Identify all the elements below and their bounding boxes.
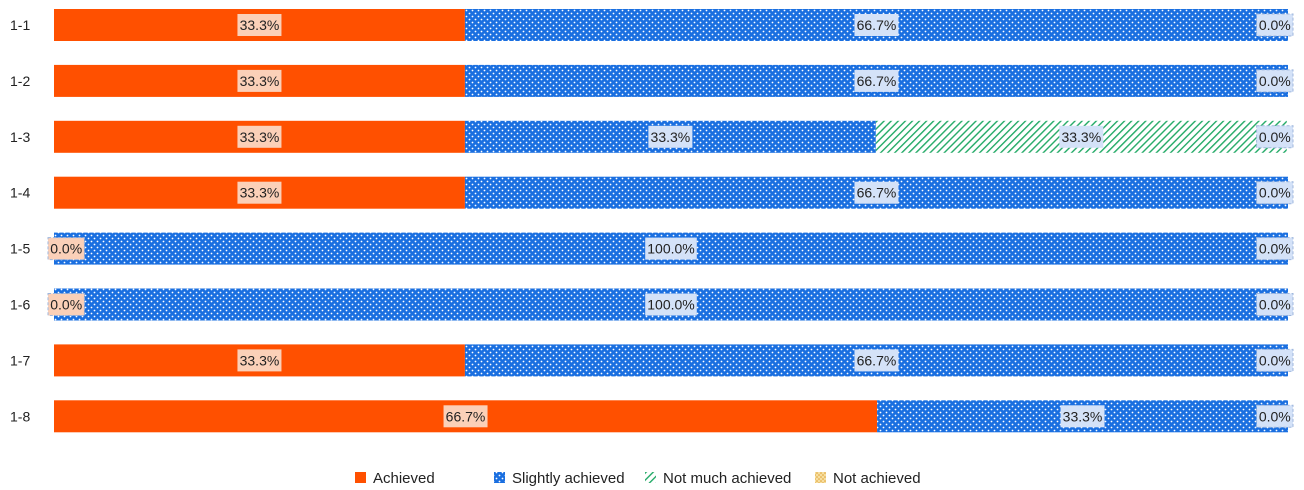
data-label: 66.7% bbox=[857, 352, 897, 368]
category-label: 1-7 bbox=[10, 352, 30, 368]
data-label: 0.0% bbox=[1259, 185, 1291, 201]
data-label-bg bbox=[1256, 181, 1294, 205]
data-label: 0.0% bbox=[1259, 297, 1291, 313]
data-label-bg bbox=[854, 69, 899, 92]
data-label-bg bbox=[854, 349, 899, 372]
category-label: 1-2 bbox=[10, 73, 30, 89]
data-label-bg bbox=[237, 69, 282, 92]
data-labels: 33.3% 66.7% 0.0% 33.3% 66.7% 0.0% 33.3% 33.3% 33… bbox=[47, 13, 1294, 428]
data-label: 66.7% bbox=[857, 185, 897, 201]
data-label: 33.3% bbox=[1063, 408, 1103, 424]
data-label: 33.3% bbox=[240, 185, 280, 201]
category-label: 1-4 bbox=[10, 185, 30, 201]
data-label-bg bbox=[47, 237, 85, 261]
legend-label: Achieved bbox=[373, 470, 435, 487]
legend-label: Not much achieved bbox=[663, 470, 791, 487]
data-label-bg bbox=[1060, 405, 1105, 428]
data-label: 100.0% bbox=[647, 241, 694, 257]
data-label: 100.0% bbox=[647, 297, 694, 313]
data-label-bg bbox=[645, 237, 697, 260]
data-label: 33.3% bbox=[240, 73, 280, 89]
data-label: 0.0% bbox=[1259, 408, 1291, 424]
category-labels: 1-1 1-2 1-3 1-4 1-5 1-6 1-7 1-8 bbox=[10, 17, 30, 424]
data-label: 33.3% bbox=[240, 17, 280, 33]
data-label: 0.0% bbox=[1259, 73, 1291, 89]
category-label: 1-8 bbox=[10, 408, 30, 424]
legend-swatch-achieved bbox=[355, 472, 366, 483]
data-label-bg bbox=[47, 293, 85, 316]
legend-swatch-not-much-achieved bbox=[645, 472, 656, 483]
data-label: 0.0% bbox=[1259, 352, 1291, 368]
data-label: 66.7% bbox=[857, 17, 897, 33]
data-label: 33.3% bbox=[240, 129, 280, 145]
data-label-bg bbox=[1256, 348, 1294, 372]
data-label-bg bbox=[1256, 237, 1294, 261]
data-label-bg bbox=[237, 181, 282, 204]
data-label-bg bbox=[854, 181, 899, 204]
category-label: 1-5 bbox=[10, 241, 30, 257]
data-label: 0.0% bbox=[1259, 241, 1291, 257]
data-label: 0.0% bbox=[1259, 17, 1291, 33]
data-label-bg bbox=[237, 14, 282, 36]
data-label-bg bbox=[443, 405, 488, 428]
data-label-bg bbox=[1059, 125, 1104, 148]
category-label: 1-1 bbox=[10, 17, 30, 33]
legend: Achieved Slightly achieved Not much achiev… bbox=[355, 470, 921, 487]
legend-swatch-slightly-achieved bbox=[494, 472, 505, 483]
legend-label: Not achieved bbox=[833, 470, 921, 487]
data-label: 33.3% bbox=[240, 352, 280, 368]
data-label-bg bbox=[854, 14, 899, 36]
legend-swatch-not-achieved bbox=[815, 472, 826, 483]
category-label: 1-6 bbox=[10, 297, 30, 313]
category-label: 1-3 bbox=[10, 129, 30, 145]
data-label: 0.0% bbox=[50, 241, 82, 257]
data-label: 33.3% bbox=[1061, 129, 1101, 145]
data-label: 66.7% bbox=[857, 73, 897, 89]
data-label-bg bbox=[1256, 125, 1294, 149]
data-label-bg bbox=[237, 125, 282, 148]
data-label: 66.7% bbox=[446, 408, 486, 424]
data-label-bg bbox=[237, 349, 282, 372]
data-label-bg bbox=[1256, 293, 1294, 316]
data-label-bg bbox=[648, 125, 693, 148]
data-label-bg bbox=[1256, 69, 1294, 93]
data-label: 0.0% bbox=[50, 297, 82, 313]
data-label: 0.0% bbox=[1259, 129, 1291, 145]
data-label: 33.3% bbox=[651, 129, 691, 145]
data-label-bg bbox=[1256, 404, 1294, 428]
data-label-bg bbox=[645, 293, 697, 316]
legend-label: Slightly achieved bbox=[512, 470, 625, 487]
data-label-bg bbox=[1256, 13, 1294, 37]
